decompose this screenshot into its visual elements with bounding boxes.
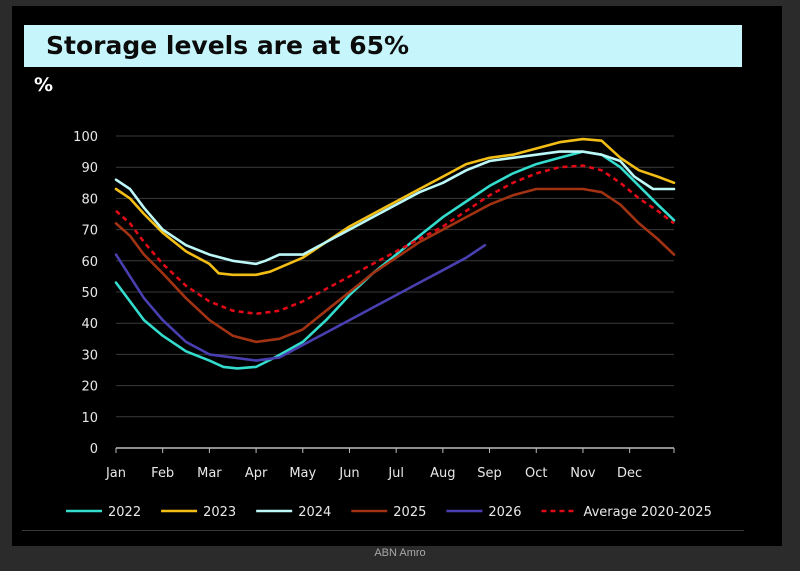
y-tick-label: 50: [81, 286, 98, 301]
legend-label: 2024: [298, 505, 331, 520]
y-tick-label: 30: [81, 348, 98, 363]
y-tick-label: 40: [81, 317, 98, 332]
x-tick-label: Apr: [245, 466, 268, 481]
source-caption: ABN Amro: [374, 547, 426, 559]
y-tick-label: 20: [81, 380, 98, 395]
series-line-average-2020-2025: [115, 164, 675, 316]
y-tick-label: 0: [90, 442, 98, 457]
y-tick-label: 80: [81, 192, 98, 207]
y-tick-label: 90: [81, 161, 98, 176]
legend-label: Average 2020-2025: [583, 505, 711, 520]
y-tick-label: 60: [81, 255, 98, 270]
data-series: [114, 137, 676, 370]
y-axis-tick-labels: 0 10 20 30 40 50 60 70 80 90 100: [73, 130, 98, 457]
series-line-2026: [114, 243, 487, 362]
x-tick-label: Nov: [570, 466, 596, 481]
series-line-2024: [114, 150, 676, 266]
y-tick-label: 70: [81, 224, 98, 239]
series-line-2025: [114, 187, 676, 344]
grid-lines: [116, 135, 674, 418]
x-tick-label: Mar: [197, 466, 222, 481]
x-axis: Jan Feb Mar Apr May Jun Jul Aug Sep Oct Nov Dec: [105, 447, 675, 481]
series-line-2023: [114, 137, 676, 277]
divider: [22, 530, 744, 531]
x-tick-label: Jun: [338, 466, 359, 481]
x-tick-label: Feb: [151, 466, 174, 481]
x-tick-label: Jan: [105, 466, 126, 481]
chart-title: Storage levels are at 65%: [24, 25, 742, 67]
legend-label: 2025: [393, 505, 426, 520]
y-axis-unit-label: %: [34, 74, 54, 96]
legend: 2022 2023 2024 2025 2026 Average 2020-2025: [66, 505, 712, 520]
legend-label: 2026: [488, 505, 521, 520]
x-tick-label: Aug: [430, 466, 455, 481]
x-tick-label: Sep: [477, 466, 502, 481]
x-tick-label: Jul: [387, 466, 404, 481]
legend-label: 2022: [108, 505, 141, 520]
x-tick-label: Oct: [525, 466, 547, 481]
x-tick-label: Dec: [617, 466, 642, 481]
x-tick-label: May: [289, 466, 316, 481]
chart-frame: [12, 6, 782, 546]
legend-label: 2023: [203, 505, 236, 520]
y-tick-label: 10: [81, 411, 98, 426]
y-tick-label: 100: [73, 130, 98, 145]
